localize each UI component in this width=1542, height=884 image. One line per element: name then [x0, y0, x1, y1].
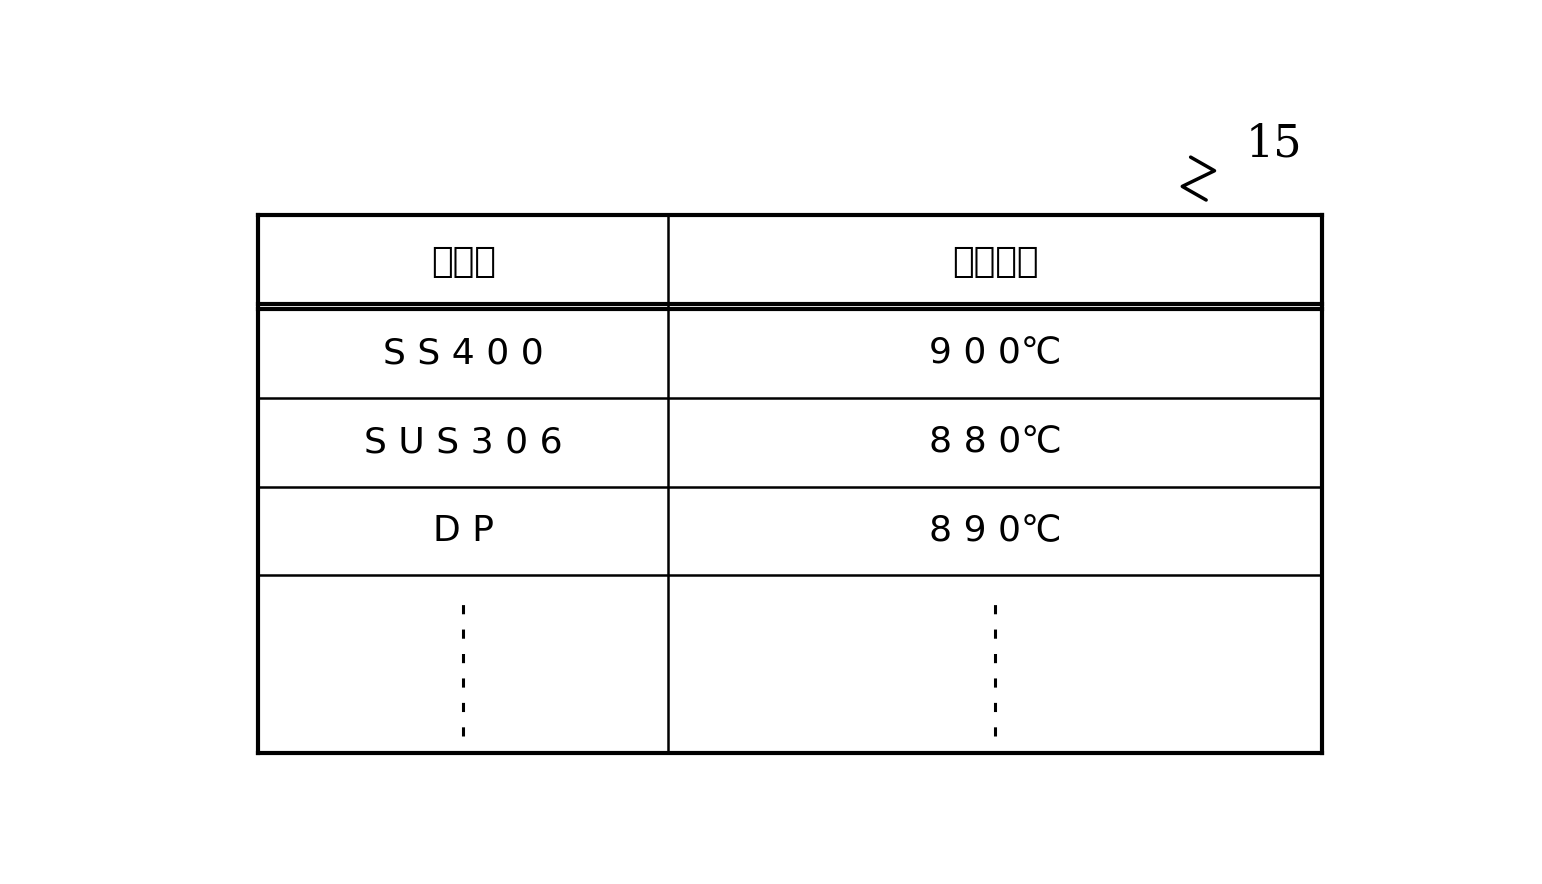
Text: S S 4 0 0: S S 4 0 0 — [382, 337, 544, 370]
Text: 15: 15 — [1246, 122, 1303, 165]
Text: 目标温度: 目标温度 — [951, 245, 1038, 279]
Text: 9 0 0℃: 9 0 0℃ — [928, 337, 1061, 370]
Text: 8 8 0℃: 8 8 0℃ — [928, 425, 1061, 459]
Text: S U S 3 0 6: S U S 3 0 6 — [364, 425, 563, 459]
Text: D P: D P — [433, 514, 493, 548]
Text: 锂种类: 锂种类 — [430, 245, 495, 279]
Text: 8 9 0℃: 8 9 0℃ — [928, 514, 1061, 548]
